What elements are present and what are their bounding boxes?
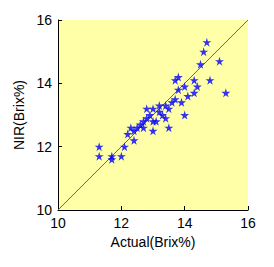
svg-text:14: 14 [36, 75, 52, 91]
svg-text:12: 12 [114, 215, 130, 231]
svg-text:10: 10 [36, 202, 52, 218]
svg-text:Actual(Brix%): Actual(Brix%) [111, 234, 196, 250]
svg-text:16: 16 [36, 12, 52, 28]
svg-text:14: 14 [177, 215, 193, 231]
svg-text:12: 12 [36, 139, 52, 155]
svg-text:NIR(Brix%): NIR(Brix%) [11, 80, 27, 150]
svg-text:10: 10 [50, 215, 66, 231]
svg-text:16: 16 [240, 215, 256, 231]
